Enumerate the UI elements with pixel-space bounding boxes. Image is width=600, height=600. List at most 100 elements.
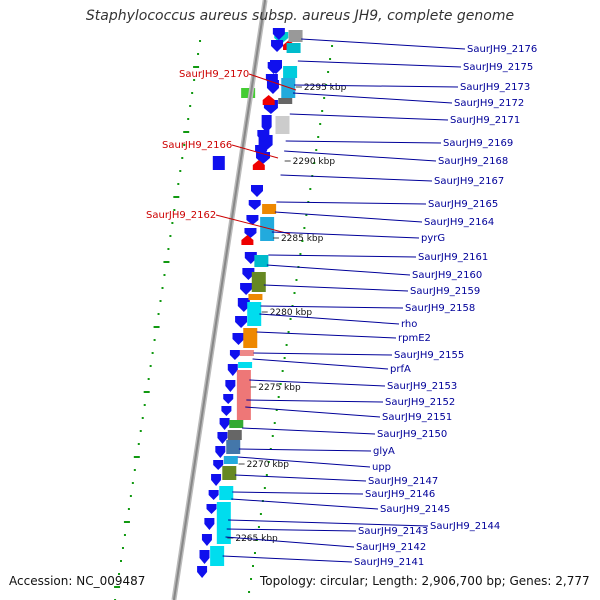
right-gene-label: SaurJH9_2158 <box>405 303 475 314</box>
right-label-connector <box>259 313 400 325</box>
gc-mark <box>169 235 172 237</box>
gc-mark <box>277 396 280 398</box>
right-gene-label: SaurJH9_2147 <box>368 476 438 487</box>
left-label-connector <box>231 144 279 159</box>
gene-block <box>222 466 237 480</box>
gc-mark <box>183 144 186 146</box>
gene-arrow <box>206 504 217 514</box>
gc-mark <box>151 352 154 354</box>
gene-arrow <box>213 460 224 470</box>
gene-block <box>236 370 251 420</box>
gene-arrow <box>271 40 284 52</box>
gene-arrow <box>242 268 255 280</box>
gc-mark <box>131 482 134 484</box>
gene-block <box>210 546 225 566</box>
gc-mark <box>189 105 192 107</box>
gene-block <box>262 204 277 214</box>
right-gene-label: SaurJH9_2144 <box>430 521 500 532</box>
label-connectors <box>215 38 466 563</box>
gc-mark <box>283 357 286 359</box>
gc-mark <box>143 391 150 393</box>
gene-block <box>219 486 234 500</box>
right-gene-label: SaurJH9_2172 <box>454 98 524 109</box>
right-gene-label: rho <box>401 319 417 330</box>
kbp-label: 2290 kbp <box>293 157 336 167</box>
kbp-label: 2285 kbp <box>281 234 324 244</box>
gc-mark <box>193 79 196 81</box>
right-label-connector <box>222 555 353 563</box>
gc-mark <box>181 157 184 159</box>
gene-block <box>275 116 290 134</box>
gc-mark <box>143 404 146 406</box>
gene-arrow <box>252 160 265 170</box>
gc-mark <box>137 443 140 445</box>
kbp-label: 2270 kbp <box>247 460 290 470</box>
right-label-connector <box>242 427 376 435</box>
gc-mark <box>199 40 202 42</box>
gc-mark <box>173 196 180 198</box>
right-gene-label: SaurJH9_2141 <box>354 557 424 568</box>
right-label-connector <box>260 305 404 309</box>
right-gene-label: SaurJH9_2155 <box>394 350 464 361</box>
gene-arrow <box>199 550 210 564</box>
gc-mark <box>252 565 254 567</box>
gc-mark <box>153 339 156 341</box>
gc-mark <box>183 131 190 133</box>
gene-arrow <box>235 316 248 328</box>
gene-arrow <box>201 534 212 546</box>
right-label-connector <box>266 264 411 276</box>
gc-mark <box>121 547 124 549</box>
gc-mark <box>133 469 136 471</box>
right-gene-label: prfA <box>390 364 411 375</box>
gc-mark <box>253 552 256 554</box>
gene-arrow <box>211 474 222 486</box>
gene-block <box>238 362 253 368</box>
right-gene-label: rpmE2 <box>398 333 431 344</box>
gene-block <box>229 420 244 428</box>
gc-mark <box>248 591 251 593</box>
gc-mark <box>295 279 298 281</box>
right-label-connector <box>225 536 355 548</box>
gene-arrow <box>261 115 272 133</box>
topology-text: Topology: circular; Length: 2,906,700 bp… <box>260 574 590 588</box>
gene-block <box>226 440 241 454</box>
right-label-connector <box>276 201 427 205</box>
right-label-connector <box>268 254 417 258</box>
gene-block <box>247 302 262 326</box>
gene-block <box>212 156 225 170</box>
right-gene-label: SaurJH9_2151 <box>382 412 452 423</box>
gene-arrow <box>232 333 245 345</box>
right-gene-label: SaurJH9_2175 <box>463 62 533 73</box>
left-label-connector <box>215 214 291 235</box>
gc-mark <box>133 456 140 458</box>
gc-mark <box>120 560 122 562</box>
right-label-connector <box>231 498 379 510</box>
gc-mark <box>123 521 130 523</box>
gc-mark <box>271 435 274 437</box>
right-label-connector <box>226 528 357 532</box>
gc-mark <box>193 66 200 68</box>
right-gene-label: upp <box>372 462 391 473</box>
gc-mark <box>299 253 302 255</box>
gc-mark <box>159 300 162 302</box>
gc-mark <box>309 188 312 190</box>
gc-mark <box>303 227 306 229</box>
gc-mark <box>287 331 290 333</box>
right-label-connector <box>271 231 420 239</box>
gc-mark <box>127 508 130 510</box>
right-label-connector <box>280 174 433 182</box>
gc-mark <box>129 495 132 497</box>
gene-arrow <box>219 418 230 430</box>
gc-mark <box>279 383 282 385</box>
gc-mark <box>321 110 324 112</box>
gene-arrow <box>240 283 253 295</box>
gene-arrow <box>223 394 234 404</box>
right-label-connector <box>274 211 423 223</box>
genome-title: Staphylococcus aureus subsp. aureus JH9,… <box>85 8 515 24</box>
kbp-label: 2280 kbp <box>270 308 313 318</box>
right-gene-label: glyA <box>373 446 395 457</box>
kbp-scale: 2295 kbp 2290 kbp 2285 kbp 2280 kbp 2275 kbp… <box>227 83 347 544</box>
gene-block <box>283 66 298 78</box>
right-label-connector <box>234 474 367 482</box>
right-label-connector <box>292 92 453 104</box>
